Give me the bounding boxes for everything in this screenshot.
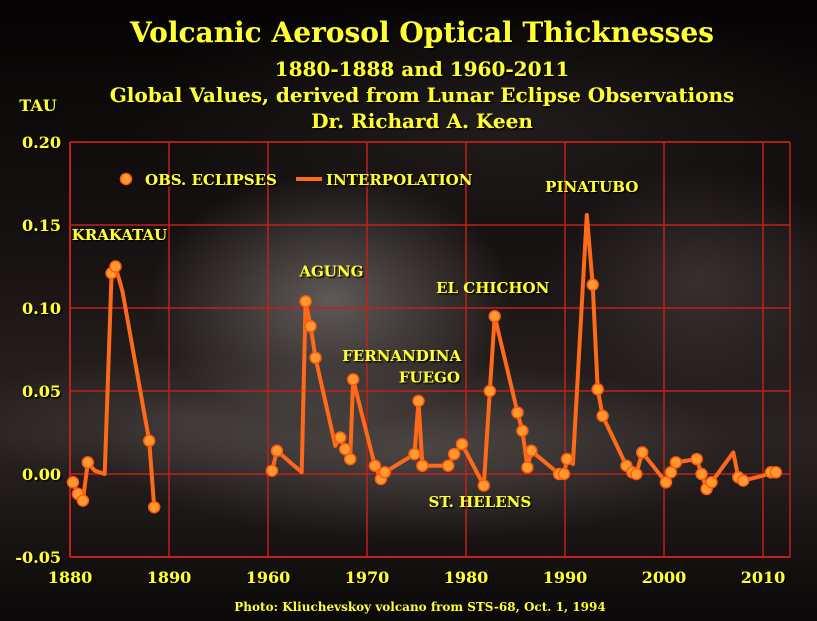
chart-title: Volcanic Aerosol Optical Thicknesses — [129, 16, 714, 49]
legend-marker-obs-eclipses — [119, 172, 133, 186]
obs-eclipse-point-5 — [109, 260, 122, 273]
obs-eclipse-point-23 — [441, 459, 455, 472]
chart-author: Dr. Richard A. Keen — [311, 109, 533, 133]
obs-eclipse-point-20 — [408, 447, 421, 461]
obs-eclipse-point-44 — [664, 466, 678, 479]
y-tick-label: 0.20 — [22, 133, 61, 152]
obs-eclipse-point-16 — [346, 373, 360, 386]
obs-eclipse-point-11 — [304, 320, 317, 333]
annotation-el-chichon: EL CHICHON — [436, 279, 550, 297]
obs-eclipse-point-30 — [516, 424, 529, 438]
obs-eclipse-point-31 — [521, 461, 534, 474]
obs-eclipse-point-10 — [299, 295, 312, 308]
obs-eclipse-point-8 — [265, 464, 279, 477]
x-tick-label: 1980 — [444, 568, 489, 587]
obs-eclipse-point-37 — [591, 383, 604, 396]
volcano-annotations: KRAKATAU AGUNG FERNANDINA FUEGO EL CHICHON ST… — [72, 178, 639, 511]
photo-credit: Photo: Kliuchevskoy volcano from STS-68,… — [234, 600, 605, 614]
obs-eclipse-point-28 — [488, 310, 501, 323]
obs-eclipse-point-45 — [669, 456, 683, 469]
obs-eclipse-point-3 — [81, 456, 95, 469]
y-tick-label: 0.00 — [22, 465, 61, 484]
obs-eclipse-point-9 — [270, 444, 284, 458]
legend-label-interpolation: INTERPOLATION — [326, 171, 473, 189]
obs-eclipse-point-21 — [412, 394, 425, 408]
y-tick-label: 0.10 — [22, 299, 61, 318]
annotation-agung: AGUNG — [298, 262, 363, 280]
obs-eclipse-point-41 — [630, 467, 643, 481]
obs-eclipse-point-53 — [769, 466, 783, 479]
chart-subtitle-years: 1880-1888 and 1960-2011 — [275, 57, 570, 81]
obs-eclipse-point-12 — [309, 351, 322, 365]
obs-eclipse-point-47 — [695, 467, 708, 481]
obs-eclipse-point-35 — [560, 452, 574, 466]
obs-eclipse-point-13 — [334, 431, 347, 444]
x-tick-label: 2000 — [642, 568, 687, 587]
x-tick-label: 2010 — [741, 568, 786, 587]
x-tick-label: 1880 — [48, 568, 93, 587]
obs-eclipse-point-29 — [511, 406, 524, 419]
annotation-fuego: FUEGO — [399, 369, 460, 387]
tick-labels: -0.05 0.00 0.05 0.10 0.15 0.20 1880 1890 1960 197… — [15, 133, 785, 587]
y-axis-label: TAU — [19, 96, 56, 115]
axes — [69, 141, 791, 558]
obs-eclipse-point-22 — [416, 459, 429, 472]
obs-eclipse-point-14 — [338, 442, 352, 456]
obs-eclipse-point-43 — [659, 476, 673, 489]
x-tick-label: 1960 — [246, 568, 291, 587]
obs-eclipse-point-46 — [690, 452, 703, 466]
series-layer — [66, 213, 783, 514]
obs-eclipse-point-34 — [557, 467, 571, 481]
obs-eclipse-point-25 — [455, 437, 469, 451]
annotation-fernandina: FERNANDINA — [342, 347, 461, 365]
obs-eclipse-point-2 — [76, 494, 90, 507]
obs-eclipse-point-7 — [147, 500, 161, 514]
chart-subtitle-method: Global Values, derived from Lunar Eclips… — [110, 83, 735, 107]
obs-eclipse-point-24 — [447, 447, 461, 461]
obs-eclipse-point-0 — [66, 476, 80, 489]
obs-eclipse-point-17 — [368, 459, 382, 472]
y-tick-label: 0.15 — [22, 216, 61, 235]
x-tick-label: 1890 — [147, 568, 192, 587]
obs-eclipse-point-49 — [705, 476, 718, 489]
y-tick-label: -0.05 — [15, 548, 61, 567]
obs-eclipse-point-38 — [596, 409, 609, 423]
obs-eclipse-point-42 — [635, 446, 649, 459]
annotation-pinatubo: PINATUBO — [545, 178, 638, 196]
interpolation-line-segment-0 — [71, 264, 157, 508]
x-tick-label: 1970 — [345, 568, 390, 587]
annotation-st-helens: ST. HELENS — [429, 493, 532, 511]
obs-eclipse-point-6 — [142, 434, 156, 448]
obs-eclipse-point-27 — [483, 384, 497, 398]
obs-eclipse-point-36 — [586, 278, 599, 292]
obs-eclipse-point-26 — [477, 479, 491, 492]
x-tick-label: 1990 — [543, 568, 588, 587]
annotation-krakatau: KRAKATAU — [72, 226, 167, 244]
obs-eclipse-point-15 — [343, 452, 357, 466]
legend-label-obs-eclipses: OBS. ECLIPSES — [145, 171, 277, 189]
obs-eclipse-point-51 — [736, 474, 750, 487]
legend: OBS. ECLIPSES INTERPOLATION — [119, 171, 473, 189]
obs-eclipse-point-32 — [525, 444, 538, 458]
obs-eclipse-point-19 — [378, 466, 392, 479]
y-tick-label: 0.05 — [22, 382, 61, 401]
